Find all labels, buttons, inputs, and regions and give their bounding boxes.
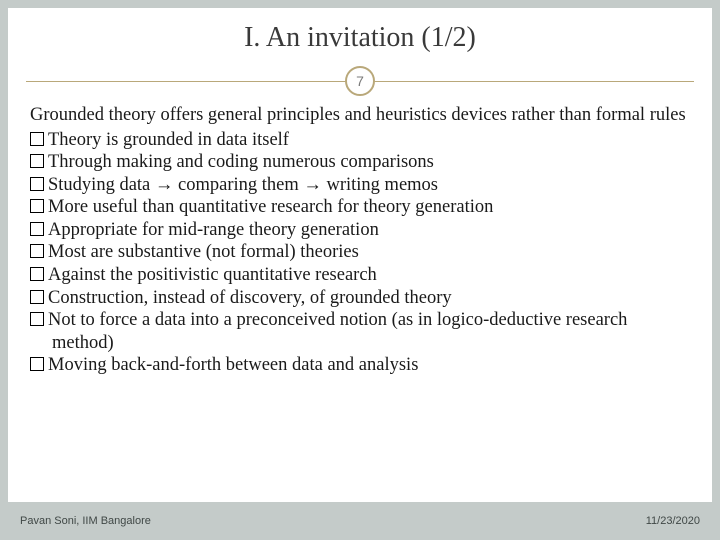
- checkbox-icon: [30, 154, 44, 168]
- bullet-item: Through making and coding numerous compa…: [30, 151, 690, 174]
- checkbox-icon: [30, 267, 44, 281]
- slide-background: I. An invitation (1/2) 7 Grounded theory…: [0, 0, 720, 540]
- bullet-item: Construction, instead of discovery, of g…: [30, 287, 690, 310]
- title-divider: 7: [26, 66, 694, 96]
- checkbox-icon: [30, 177, 44, 191]
- slide-content: Grounded theory offers general principle…: [8, 102, 712, 377]
- bullet-item: Against the positivistic quantitative re…: [30, 264, 690, 287]
- footer-author: Pavan Soni, IIM Bangalore: [20, 515, 151, 527]
- footer-date: 11/23/2020: [646, 515, 700, 527]
- bullet-item: More useful than quantitative research f…: [30, 196, 690, 219]
- bullet-item: Appropriate for mid-range theory generat…: [30, 219, 690, 242]
- slide-panel: I. An invitation (1/2) 7 Grounded theory…: [8, 8, 712, 502]
- slide-footer: Pavan Soni, IIM Bangalore 11/23/2020: [8, 502, 712, 540]
- bullet-item: Most are substantive (not formal) theori…: [30, 241, 690, 264]
- bullet-item: Moving back-and-forth between data and a…: [30, 354, 690, 377]
- page-number: 7: [356, 73, 364, 89]
- bullet-item: Theory is grounded in data itself: [30, 129, 690, 152]
- checkbox-icon: [30, 290, 44, 304]
- lead-paragraph: Grounded theory offers general principle…: [30, 104, 690, 127]
- page-number-badge: 7: [345, 66, 375, 96]
- checkbox-icon: [30, 312, 44, 326]
- checkbox-icon: [30, 244, 44, 258]
- checkbox-icon: [30, 357, 44, 371]
- bullet-item: Studying data → comparing them → writing…: [30, 174, 690, 197]
- checkbox-icon: [30, 132, 44, 146]
- bullet-item: Not to force a data into a preconceived …: [30, 309, 690, 354]
- checkbox-icon: [30, 222, 44, 236]
- slide-title: I. An invitation (1/2): [8, 8, 712, 62]
- checkbox-icon: [30, 199, 44, 213]
